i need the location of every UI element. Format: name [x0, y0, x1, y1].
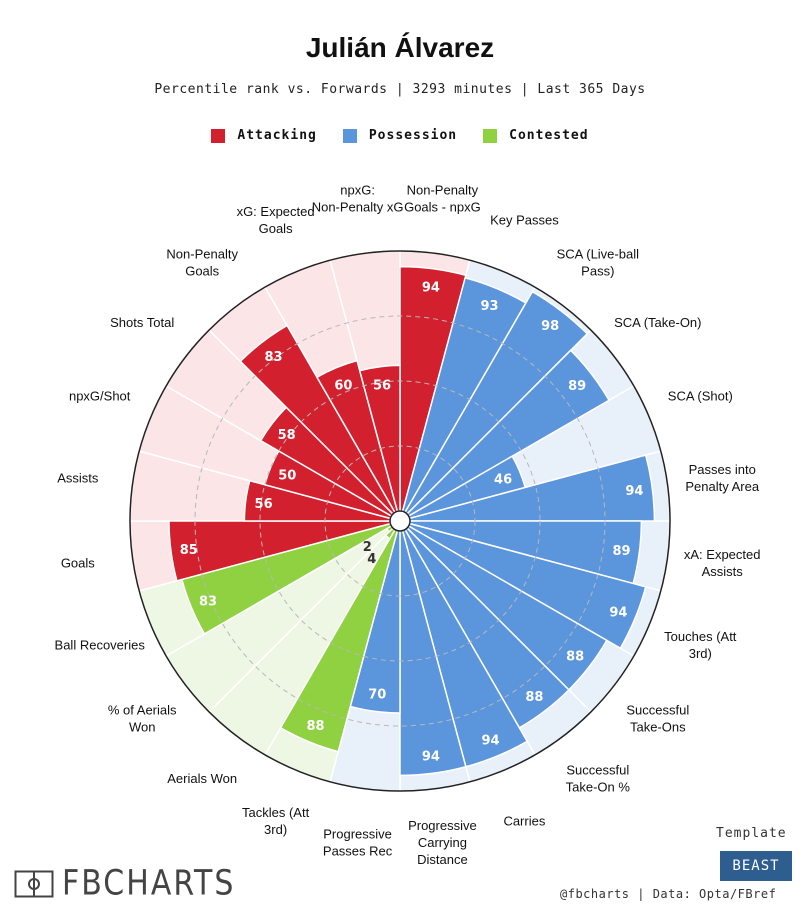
metric-label-carries: Carries: [503, 813, 545, 828]
metric-label-key-passes: Key Passes: [490, 213, 559, 228]
template-badge: BEAST: [720, 851, 792, 881]
metric-label-of-aerials-won: % of Aerials Won: [108, 702, 177, 734]
legend-label-contested: Contested: [509, 128, 589, 143]
value-label-ball-recoveries: 83: [199, 595, 217, 610]
metric-label-sca-live-ball-pass: SCA (Live-ball Pass): [557, 247, 639, 279]
value-label-xg-expected-goals: 60: [334, 378, 352, 393]
metric-label-xg-expected-goals: xG: Expected Goals: [237, 204, 315, 236]
grid-circle-75: [194, 315, 606, 727]
value-label-sca-live-ball-pass: 98: [541, 319, 559, 334]
value-label-non-penalty-goals-npxg: 94: [422, 281, 440, 296]
chart-subtitle: Percentile rank vs. Forwards | 3293 minu…: [154, 82, 646, 97]
center-circle: [389, 510, 411, 532]
value-label-key-passes: 93: [480, 299, 498, 314]
metric-label-shots-total: Shots Total: [110, 315, 174, 330]
legend-swatch-possession: [342, 128, 357, 143]
value-label-assists: 56: [255, 497, 273, 512]
metric-label-assists: Assists: [57, 471, 99, 486]
metric-label-sca-shot: SCA (Shot): [668, 389, 733, 404]
value-label-npxg-non-penalty-xg: 56: [373, 379, 391, 394]
value-label-non-penalty-goals: 83: [264, 350, 282, 365]
legend-swatch-contested: [483, 128, 498, 143]
metric-labels: Non-Penalty Goals - npxG Key Passes SCA (Li…: [55, 182, 761, 867]
fbcharts-logo: FBCHARTS: [14, 863, 236, 904]
value-label-xa-expected-assists: 89: [612, 544, 630, 559]
value-label-sca-shot: 46: [494, 472, 512, 487]
grid-circle-50: [259, 380, 541, 662]
value-label-touches-att-3rd: 94: [609, 606, 627, 621]
value-label-carries: 94: [481, 733, 499, 748]
legend-label-attacking: Attacking: [237, 128, 317, 143]
pitch-icon: [14, 870, 54, 897]
value-label-shots-total: 58: [278, 428, 296, 443]
metric-label-touches-att-3rd: Touches (Att 3rd): [664, 629, 737, 661]
metric-label-goals: Goals: [61, 555, 95, 570]
value-label-progressive-passes-rec: 70: [368, 688, 386, 703]
legend: Attacking Possession Contested: [0, 128, 800, 143]
grid-circle-25: [324, 445, 476, 597]
legend-item-attacking: Attacking: [211, 128, 316, 143]
value-label-progressive-carrying-distance: 94: [422, 749, 440, 764]
chart-title: Julián Álvarez: [305, 32, 495, 63]
logo-text: FBCHARTS: [62, 863, 236, 904]
metric-label-progressive-carrying-distance: Progressive Carrying Distance: [408, 818, 477, 867]
metric-label-non-penalty-goals-npxg: Non-Penalty Goals - npxG: [404, 182, 481, 214]
grid-circles: [129, 250, 671, 792]
metric-label-non-penalty-goals: Non-Penalty Goals: [166, 247, 238, 279]
metric-label-sca-take-on: SCA (Take-On): [614, 315, 701, 330]
legend-item-possession: Possession: [342, 128, 458, 143]
legend-swatch-attacking: [211, 128, 226, 143]
value-label-npxg-shot: 50: [278, 468, 296, 483]
data-credits: @fbcharts | Data: Opta/FBref: [560, 887, 777, 901]
value-label-successful-take-ons: 88: [566, 649, 584, 664]
metric-label-successful-take-ons: Successful Take-Ons: [626, 702, 689, 734]
value-labels: 94 93 98 89 46 94 89 94 88 88 94 94 70 88 42 83 85 56 50 58…: [180, 281, 644, 765]
template-label: Template: [716, 826, 787, 841]
metric-label-passes-into-penalty-area: Passes into Penalty Area: [685, 462, 759, 494]
value-label-tackles-att-3rd: 88: [306, 719, 324, 734]
legend-item-contested: Contested: [483, 128, 588, 143]
metric-label-ball-recoveries: Ball Recoveries: [55, 637, 146, 652]
metric-label-successful-take-on: Successful Take-On %: [566, 762, 631, 794]
legend-label-possession: Possession: [368, 128, 458, 143]
metric-label-xa-expected-assists: xA: Expected Assists: [684, 547, 761, 579]
value-label-goals: 85: [180, 543, 198, 558]
metric-label-tackles-att-3rd: Tackles (Att 3rd): [242, 805, 310, 837]
metric-label-npxg-non-penalty-xg: npxG: Non-Penalty xG: [312, 182, 404, 214]
outer-ring: [129, 250, 671, 792]
value-label-sca-take-on: 89: [568, 379, 586, 394]
metric-label-aerials-won: Aerials Won: [167, 771, 237, 786]
value-label-passes-into-penalty-area: 94: [625, 484, 643, 499]
metric-label-progressive-passes-rec: Progressive Passes Rec: [323, 827, 393, 859]
value-label-of-aerials-won: 2: [363, 540, 372, 555]
metric-label-npxg-shot: npxG/Shot: [69, 389, 131, 404]
value-label-aerials-won: 4: [367, 552, 376, 567]
value-label-successful-take-on: 88: [525, 690, 543, 705]
